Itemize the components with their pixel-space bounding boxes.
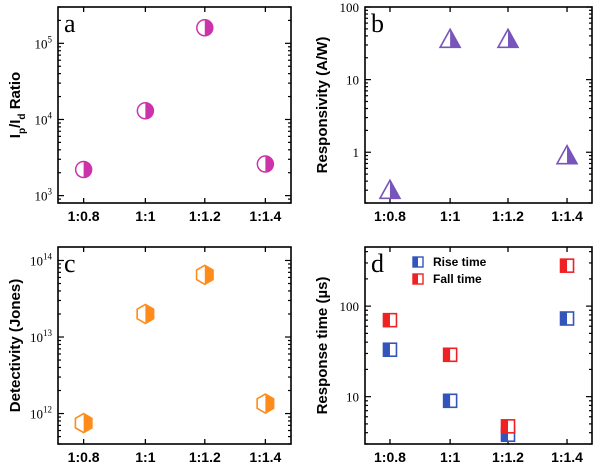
marker-outline-3 <box>555 144 579 165</box>
panel-c: c 1:0.8 1:1 1:1.2 1:1.4 1012 1013 1014 Detectivi… <box>7 246 292 465</box>
panel-letter: b <box>371 9 384 38</box>
marker-outline-0 <box>74 160 93 179</box>
legend-label: Fall time <box>433 272 482 286</box>
marker-fill-2 <box>501 428 509 442</box>
data-point-series-3 <box>256 393 275 414</box>
y-tick-label: 10 <box>346 390 359 405</box>
marker-fill-3 <box>560 312 568 326</box>
y-tick-label: 104 <box>35 110 53 127</box>
panel-b: b 1:0.8 1:1 1:1.2 1:1.4 1 10 100 Responsivity (A… <box>314 0 593 224</box>
legend-swatch-fill <box>413 274 418 284</box>
marker-outline-1 <box>136 102 155 120</box>
data-point-series-2 <box>496 27 520 49</box>
y-tick-label: 1013 <box>30 328 53 345</box>
plot-frame <box>364 246 593 445</box>
y-tick-label: 105 <box>35 34 53 51</box>
x-tick-label: 1:1.2 <box>189 208 221 224</box>
marker-outline-1 <box>438 27 462 49</box>
marker-fill-2 <box>204 265 214 285</box>
marker-fill-1 <box>443 394 451 408</box>
panel-letter: c <box>64 249 76 278</box>
data-point-fall-time-0 <box>382 312 398 328</box>
x-tick-label: 1:0.8 <box>374 449 406 465</box>
y-axis-label: Ip/Id Ratio <box>7 72 28 138</box>
x-tick-label: 1:0.8 <box>374 208 406 224</box>
panel-letter: d <box>371 249 384 278</box>
marker-fill-2 <box>501 419 509 433</box>
marker-fill-0 <box>83 413 92 433</box>
legend-swatch-fill <box>413 257 418 267</box>
marker-outline-1 <box>136 303 155 325</box>
marker-outline-3 <box>256 155 275 173</box>
x-tick-label: 1:1.4 <box>551 208 583 224</box>
marker-fill-3 <box>265 394 274 414</box>
plot-frame <box>57 246 292 445</box>
legend-label: Rise time <box>433 255 487 269</box>
marker-fill-0 <box>83 161 92 178</box>
x-tick-label: 1:1.2 <box>492 449 524 465</box>
x-tick-label: 1:1.4 <box>551 449 583 465</box>
x-tick-label: 1:1 <box>440 449 460 465</box>
marker-fill-1 <box>443 348 451 362</box>
legend-item: Fall time <box>412 272 482 286</box>
y-tick-label: 10 <box>346 73 359 88</box>
data-point-rise-time-3 <box>559 311 575 326</box>
x-tick-label: 1:0.8 <box>68 449 100 465</box>
y-tick-label: 1 <box>353 145 360 160</box>
marker-outline-3 <box>256 393 275 414</box>
data-point-series-3 <box>555 144 579 165</box>
y-axis-label: Responsivity (A/W) <box>314 37 331 174</box>
plot-frame <box>364 6 593 204</box>
data-point-series-2 <box>195 264 214 286</box>
data-point-series-3 <box>256 155 275 173</box>
data-point-series-1 <box>136 303 155 325</box>
marker-outline-2 <box>195 264 214 286</box>
legend-item: Rise time <box>412 255 487 269</box>
marker-outline-2 <box>196 19 214 37</box>
data-point-rise-time-0 <box>382 342 398 358</box>
marker-fill-0 <box>383 343 390 357</box>
y-tick-label: 1014 <box>30 251 53 268</box>
marker-fill-0 <box>383 313 390 327</box>
marker-fill-3 <box>265 156 274 173</box>
x-tick-label: 1:1 <box>135 208 155 224</box>
panel-d: d 1:0.8 1:1 1:1.2 1:1.4 10 100 Response time (µ… <box>314 246 593 465</box>
data-point-series-1 <box>136 102 155 120</box>
marker-fill-1 <box>145 304 154 324</box>
data-point-fall-time-2 <box>500 419 516 434</box>
x-tick-label: 1:1.2 <box>189 449 221 465</box>
x-tick-label: 1:0.8 <box>68 208 100 224</box>
panel-letter: a <box>64 9 76 38</box>
data-point-fall-time-3 <box>559 258 575 273</box>
x-tick-label: 1:1.4 <box>249 208 281 224</box>
y-tick-label: 100 <box>340 0 360 15</box>
x-tick-label: 1:1.2 <box>492 208 524 224</box>
data-point-series-1 <box>438 27 462 49</box>
x-tick-label: 1:1 <box>135 449 155 465</box>
y-axis-label: Detectivity (Jones) <box>7 279 24 412</box>
data-point-series-0 <box>74 160 93 179</box>
data-point-rise-time-1 <box>442 393 458 409</box>
marker-fill-1 <box>145 102 154 119</box>
marker-fill-2 <box>204 19 213 36</box>
data-point-series-0 <box>74 412 93 434</box>
y-tick-label: 1012 <box>30 405 52 422</box>
data-point-series-2 <box>196 19 214 37</box>
x-tick-label: 1:1 <box>440 208 460 224</box>
plot-frame <box>57 6 292 204</box>
marker-outline-0 <box>74 412 93 434</box>
marker-outline-2 <box>496 27 520 49</box>
y-tick-label: 100 <box>340 299 360 314</box>
panel-a: a 1:0.8 1:1 1:1.2 1:1.4 103 104 105 Ip/Id Ratio <box>7 6 292 224</box>
marker-outline-0 <box>378 178 402 200</box>
data-point-series-0 <box>378 178 402 200</box>
data-point-fall-time-1 <box>442 347 458 363</box>
y-tick-label: 103 <box>35 187 53 204</box>
x-tick-label: 1:1.4 <box>249 449 281 465</box>
y-axis-label: Response time (µs) <box>314 277 331 415</box>
marker-fill-3 <box>560 259 568 273</box>
